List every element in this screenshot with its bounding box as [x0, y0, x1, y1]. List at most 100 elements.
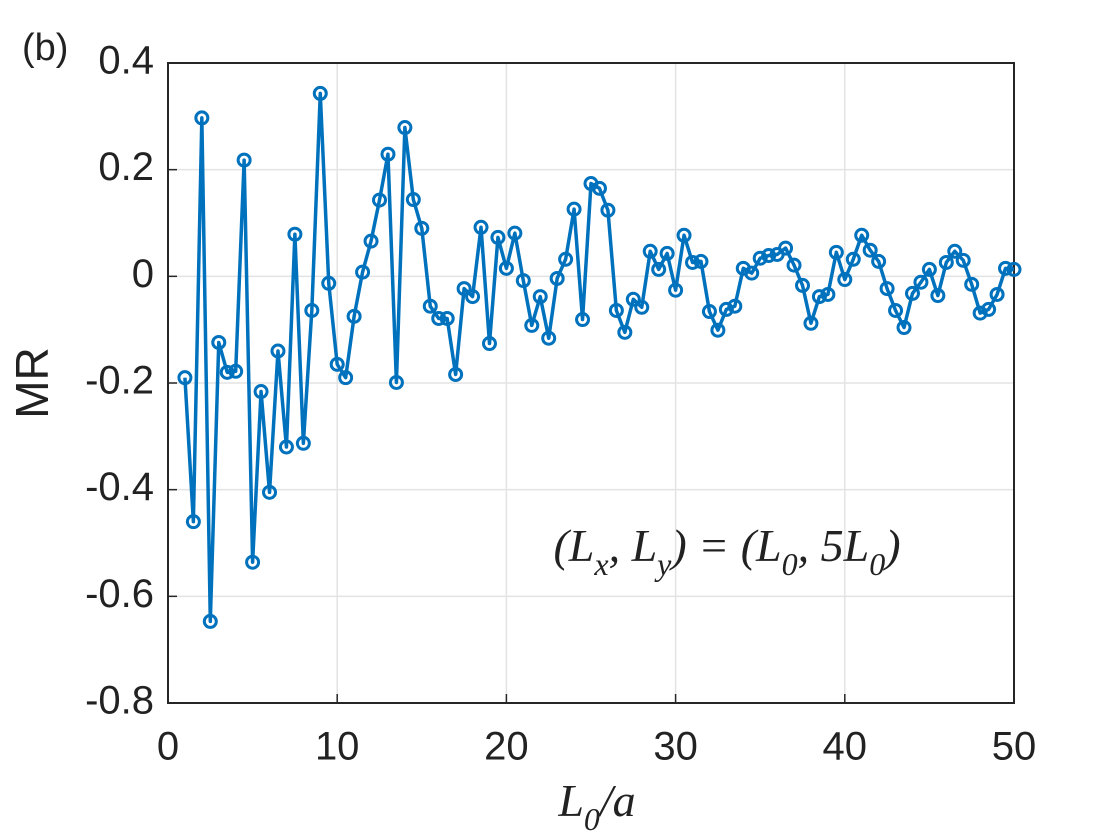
annotation-part: x — [593, 546, 608, 582]
marker — [228, 363, 244, 379]
marker — [701, 304, 717, 320]
marker — [329, 356, 345, 372]
marker — [566, 201, 582, 217]
x-tick-label: 0 — [157, 725, 179, 769]
marker — [871, 253, 887, 269]
marker — [744, 265, 760, 281]
marker — [363, 233, 379, 249]
y-tick-label: -0.4 — [85, 465, 154, 509]
marker — [262, 484, 278, 500]
marker — [600, 202, 616, 218]
y-tick-label: 0.4 — [98, 39, 154, 83]
marker — [177, 370, 193, 386]
marker — [879, 281, 895, 297]
marker — [820, 286, 836, 302]
marker — [532, 289, 548, 305]
x-tick-label: 40 — [823, 725, 868, 769]
marker — [981, 301, 997, 317]
marker — [185, 514, 201, 530]
marker — [312, 85, 328, 101]
marker — [456, 281, 472, 297]
marker — [278, 439, 294, 455]
annotation-part: ) = (L — [668, 520, 781, 571]
marker — [524, 317, 540, 333]
marker — [888, 302, 904, 318]
marker — [972, 305, 988, 321]
marker — [617, 324, 633, 340]
marker — [295, 435, 311, 451]
marker — [845, 251, 861, 267]
annotation-part: y — [654, 546, 672, 582]
marker — [854, 227, 870, 243]
annotation-part: , 5L — [798, 520, 870, 571]
marker — [727, 298, 743, 314]
marker — [219, 364, 235, 380]
x-axis-label-part: 0 — [584, 801, 600, 837]
marker — [465, 289, 481, 305]
y-tick-label: -0.8 — [85, 679, 154, 723]
panel-label: (b) — [22, 27, 68, 69]
marker — [448, 366, 464, 382]
marker — [642, 243, 658, 259]
marker — [304, 302, 320, 318]
marker — [803, 315, 819, 331]
marker — [575, 312, 591, 328]
annotation-part: 0 — [782, 546, 798, 582]
marker — [625, 291, 641, 307]
marker — [211, 334, 227, 350]
x-tick-label: 30 — [653, 725, 698, 769]
marker — [338, 370, 354, 386]
marker — [346, 308, 362, 324]
y-axis-label: MR — [6, 347, 58, 419]
marker — [811, 289, 827, 305]
marker — [685, 254, 701, 270]
marker — [659, 245, 675, 261]
marker — [989, 286, 1005, 302]
x-tick-label: 10 — [315, 725, 360, 769]
annotation-part: 0 — [869, 546, 885, 582]
marker — [693, 253, 709, 269]
marker — [549, 270, 565, 286]
annotation: (Lx, Ly) = (L0, 5L0) — [553, 520, 900, 583]
marker — [938, 254, 954, 270]
marker — [913, 274, 929, 290]
marker — [372, 192, 387, 208]
marker — [558, 251, 574, 267]
marker — [397, 120, 413, 136]
marker — [507, 225, 523, 241]
marker — [481, 336, 497, 352]
marker — [355, 264, 371, 280]
x-axis-label: L0/a — [557, 775, 635, 838]
marker — [752, 250, 768, 266]
marker — [541, 330, 557, 346]
marker — [202, 613, 218, 629]
marker — [608, 302, 624, 318]
marker — [828, 244, 844, 260]
marker — [651, 261, 667, 277]
y-tick-label: -0.6 — [85, 572, 154, 616]
annotation-part: ) — [882, 520, 900, 571]
annotation-part: (L — [553, 520, 594, 571]
marker — [955, 252, 971, 268]
marker — [761, 248, 777, 264]
marker — [515, 273, 531, 289]
marker — [1006, 261, 1022, 277]
marker — [245, 554, 261, 570]
marker — [837, 272, 853, 288]
marker — [490, 229, 506, 245]
marker — [431, 310, 447, 326]
y-tick-label: 0 — [132, 252, 154, 296]
marker — [473, 219, 489, 235]
marker — [862, 242, 878, 258]
plot-frame — [167, 62, 1015, 704]
marker — [904, 285, 920, 301]
marker — [786, 257, 802, 273]
marker — [321, 275, 337, 291]
marker — [964, 276, 980, 292]
marker — [414, 220, 430, 236]
marker — [718, 301, 734, 317]
marker — [710, 322, 726, 338]
marker — [795, 277, 810, 293]
x-tick-label: 50 — [992, 725, 1037, 769]
marker — [947, 243, 963, 259]
